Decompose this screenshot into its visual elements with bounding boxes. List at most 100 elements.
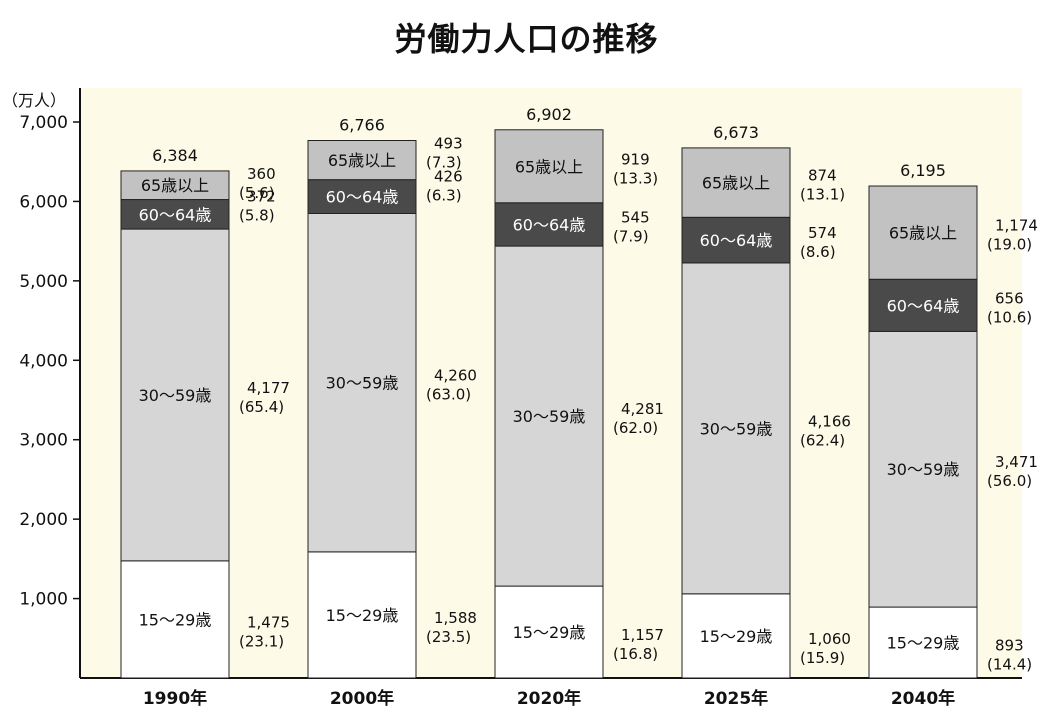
- percent-label: (14.4): [987, 656, 1032, 674]
- percent-label: (16.8): [613, 645, 658, 663]
- value-label: 1,475: [247, 613, 290, 631]
- value-label: 372: [247, 188, 276, 206]
- bar-segment: [120, 228, 230, 562]
- bar-segment: [868, 278, 978, 332]
- value-label: 4,166: [808, 412, 851, 430]
- value-label: 874: [808, 167, 837, 185]
- segment-name-label: 15〜29歳: [887, 634, 960, 653]
- percent-label: (10.6): [987, 308, 1032, 326]
- value-label: 574: [808, 224, 837, 242]
- value-label: 919: [621, 150, 650, 168]
- bar-segment: [307, 179, 417, 215]
- segment-name-label: 65歳以上: [889, 224, 957, 243]
- bar-segment: [307, 551, 417, 679]
- axes: （万人） 1,000 2,000 3,000 4,000 5,000 6,000 7,000: [2, 88, 1022, 679]
- bar-segment: [307, 140, 417, 181]
- bars: [120, 129, 978, 679]
- y-tick-label: 6,000: [19, 192, 68, 212]
- segment-name-label: 60〜64歳: [887, 296, 960, 315]
- value-label: 1,588: [434, 609, 477, 627]
- percent-label: (5.8): [239, 207, 275, 225]
- percent-label: (63.0): [426, 386, 471, 404]
- segment-name-label: 30〜59歳: [887, 460, 960, 479]
- value-label: 4,177: [247, 379, 290, 397]
- bar-segment: [681, 147, 791, 218]
- percent-label: (62.0): [613, 419, 658, 437]
- bar-segment: [494, 245, 604, 587]
- bar-segment: [120, 170, 230, 201]
- value-label: 493: [434, 135, 463, 153]
- bar-segment: [307, 213, 417, 553]
- labels: 15〜29歳30〜59歳60〜64歳65歳以上1,475(23.1)4,177(…: [139, 105, 1038, 709]
- bar-segment: [681, 216, 791, 264]
- percent-label: (7.3): [426, 154, 462, 172]
- value-label: 1,060: [808, 630, 851, 648]
- x-tick-label: 2000年: [330, 688, 394, 709]
- chart-title: 労働力人口の推移: [394, 20, 659, 58]
- segment-name-label: 65歳以上: [702, 174, 770, 193]
- bar-segment: [868, 330, 978, 608]
- y-tick-label: 2,000: [19, 510, 68, 530]
- total-label: 6,384: [152, 146, 198, 165]
- y-tick-label: 3,000: [19, 431, 68, 451]
- y-tick-label: 4,000: [19, 351, 68, 371]
- x-tick-label: 2040年: [891, 688, 955, 709]
- value-label: 1,174: [995, 217, 1038, 235]
- value-label: 4,281: [621, 400, 664, 418]
- percent-label: (56.0): [987, 472, 1032, 490]
- bar-segment: [494, 129, 604, 204]
- y-tick-label: 7,000: [19, 113, 68, 133]
- bar-segment: [868, 606, 978, 679]
- y-tick-label: 1,000: [19, 590, 68, 610]
- total-label: 6,902: [526, 105, 572, 124]
- segment-name-label: 15〜29歳: [326, 606, 399, 625]
- bar-segment: [494, 585, 604, 679]
- percent-label: (13.1): [800, 186, 845, 204]
- value-label: 3,471: [995, 453, 1038, 471]
- percent-label: (65.4): [239, 398, 284, 416]
- bar-segment: [120, 560, 230, 679]
- bar-segment: [494, 202, 604, 247]
- percent-label: (19.0): [987, 236, 1032, 254]
- value-label: 426: [434, 168, 463, 186]
- x-tick-label: 2020年: [517, 688, 581, 709]
- value-label: 656: [995, 289, 1024, 307]
- segment-name-label: 60〜64歳: [700, 231, 773, 250]
- x-tick-label: 1990年: [143, 688, 207, 709]
- segment-name-label: 65歳以上: [141, 176, 209, 195]
- total-label: 6,673: [713, 123, 759, 142]
- segment-name-label: 30〜59歳: [326, 374, 399, 393]
- percent-label: (23.1): [239, 632, 284, 650]
- percent-label: (13.3): [613, 169, 658, 187]
- segment-name-label: 65歳以上: [515, 157, 583, 176]
- bar-segment: [868, 185, 978, 280]
- segment-name-label: 15〜29歳: [139, 610, 212, 629]
- value-label: 893: [995, 637, 1024, 655]
- segment-name-label: 30〜59歳: [700, 419, 773, 438]
- segment-name-label: 60〜64歳: [139, 205, 212, 224]
- total-label: 6,195: [900, 161, 946, 180]
- y-unit-label: （万人）: [2, 91, 66, 110]
- segment-name-label: 65歳以上: [328, 151, 396, 170]
- percent-label: (8.6): [800, 243, 836, 261]
- bar-segment: [681, 593, 791, 679]
- percent-label: (6.3): [426, 187, 462, 205]
- y-tick-label: 5,000: [19, 272, 68, 292]
- percent-label: (62.4): [800, 431, 845, 449]
- percent-label: (23.5): [426, 628, 471, 646]
- bar-segment: [681, 262, 791, 595]
- segment-name-label: 60〜64歳: [326, 188, 399, 207]
- x-tick-label: 2025年: [704, 688, 768, 709]
- percent-label: (5.6): [239, 184, 275, 202]
- segment-name-label: 15〜29歳: [513, 623, 586, 642]
- value-label: 4,260: [434, 367, 477, 385]
- segment-name-label: 30〜59歳: [513, 407, 586, 426]
- value-label: 360: [247, 165, 276, 183]
- value-label: 1,157: [621, 626, 664, 644]
- total-label: 6,766: [339, 116, 385, 135]
- segment-name-label: 60〜64歳: [513, 215, 586, 234]
- percent-label: (7.9): [613, 227, 649, 245]
- percent-label: (15.9): [800, 649, 845, 667]
- segment-name-label: 15〜29歳: [700, 627, 773, 646]
